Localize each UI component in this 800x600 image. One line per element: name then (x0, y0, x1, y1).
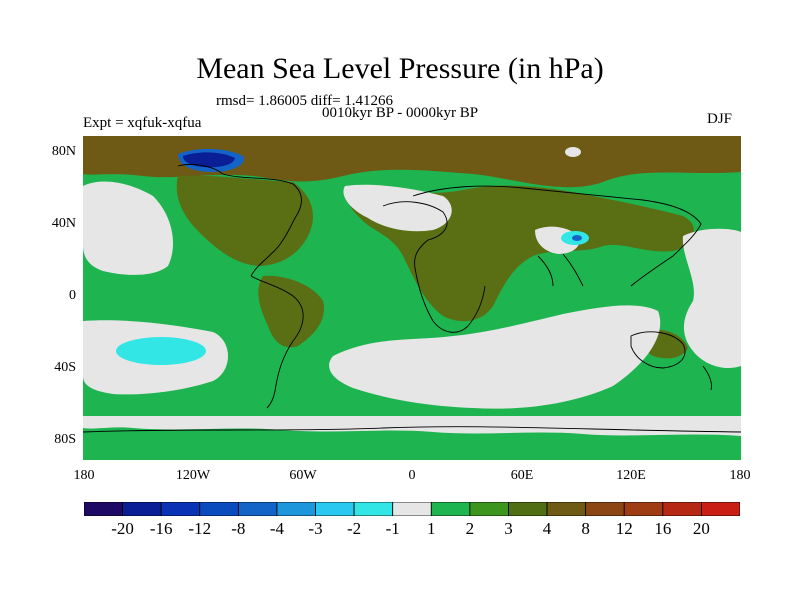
field-npacific-white (83, 181, 173, 275)
colorbar-label: 12 (615, 519, 633, 538)
field-spacific-cyan (116, 337, 206, 365)
colorbar-label: -12 (188, 519, 212, 538)
field-natlantic-white (343, 184, 452, 232)
field-tibet-blue (572, 235, 582, 241)
y-tick-label: 40N (51, 216, 76, 231)
colorbar-label: 3 (504, 519, 513, 538)
colorbar-swatch (353, 502, 394, 516)
colorbar-swatch (315, 502, 355, 516)
colorbar-swatch (430, 502, 471, 516)
colorbar-label: -16 (149, 519, 173, 538)
colorbar-label: 16 (654, 519, 672, 538)
colorbar-swatch (392, 502, 432, 516)
y-tick-label: 0 (69, 288, 76, 303)
period-subtitle: 0010kyr BP - 0000kyr BP (322, 105, 479, 121)
experiment-label: Expt = xqfuk-xqfua (83, 115, 202, 131)
colorbar-swatch (237, 502, 278, 516)
stats-subtitle: rmsd= 1.86005 diff= 1.41266 (216, 93, 394, 109)
x-tick-label: 60W (289, 468, 317, 483)
colorbar-label: 8 (581, 519, 590, 538)
colorbar-label: -1 (385, 519, 400, 538)
y-tick-label: 80S (54, 432, 76, 447)
colorbar-label: 4 (542, 519, 552, 538)
colorbar-label: -3 (308, 519, 323, 538)
colorbar-swatch (276, 502, 316, 516)
pressure-map (83, 136, 741, 460)
field-arctic-cyan (565, 147, 581, 157)
field-samerica-brown (258, 275, 324, 348)
colorbar-label: 2 (465, 519, 475, 538)
colorbar-swatch (662, 502, 702, 516)
field-wpacific-white (682, 228, 741, 369)
colorbar-swatch (701, 502, 740, 516)
y-tick-label: 80N (51, 144, 76, 159)
y-tick-label: 40S (54, 360, 76, 375)
x-tick-label: 120W (175, 468, 211, 483)
x-tick-label: 120E (616, 468, 646, 483)
colorbar (84, 502, 740, 516)
colorbar-swatch (623, 502, 664, 516)
colorbar-swatch (508, 502, 548, 516)
colorbar-label: -4 (269, 519, 285, 538)
field-southern-ocean-white (329, 305, 661, 409)
colorbar-swatch (585, 502, 625, 516)
colorbar-swatch (199, 502, 239, 516)
colorbar-swatch (122, 502, 162, 516)
colorbar-label: -2 (347, 519, 362, 538)
x-tick-label: 0 (408, 468, 416, 483)
x-tick-label: 60E (510, 468, 534, 483)
colorbar-label: -20 (111, 519, 134, 538)
x-tick-label: 180 (729, 468, 751, 483)
field-antarctic-white (83, 416, 741, 436)
colorbar-swatch (469, 502, 509, 516)
colorbar-label: 20 (692, 519, 710, 538)
colorbar-label: -8 (231, 519, 246, 538)
colorbar-swatch (546, 502, 587, 516)
field-greenland-navy (183, 152, 235, 168)
colorbar-label: 1 (427, 519, 436, 538)
colorbar-swatch (160, 502, 201, 516)
x-tick-label: 180 (73, 468, 95, 483)
field-namerica-brown (176, 175, 313, 266)
colorbar-swatch (84, 502, 123, 516)
coastlines (83, 163, 741, 433)
chart-title: Mean Sea Level Pressure (in hPa) (196, 52, 604, 85)
season-label: DJF (707, 111, 733, 127)
